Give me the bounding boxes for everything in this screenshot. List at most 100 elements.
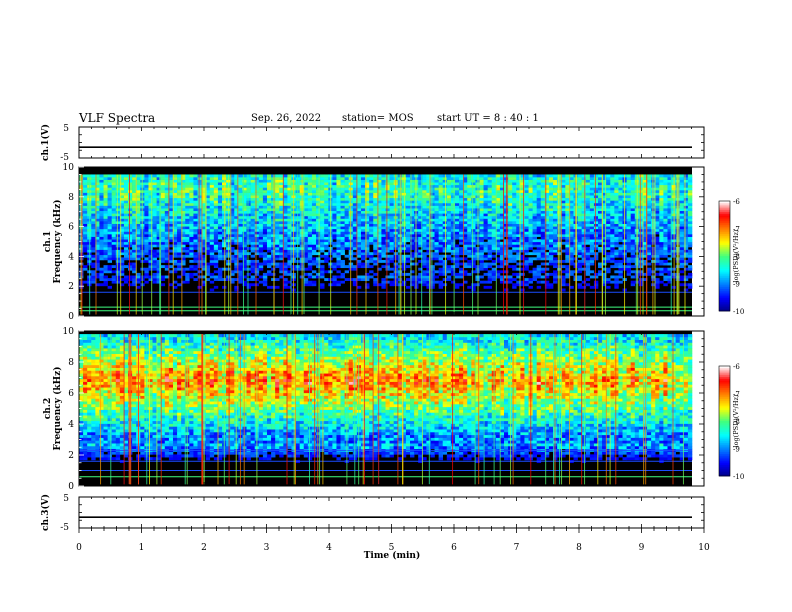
spectrogram-cell	[258, 241, 264, 245]
spectrogram-cell	[316, 265, 321, 269]
spectrogram-cell	[426, 285, 431, 289]
spectrogram-cell	[479, 247, 484, 250]
spectrogram-cell	[520, 223, 525, 227]
spectrogram-cell	[426, 213, 431, 217]
spectrogram-cell	[311, 252, 317, 256]
spectrogram-cell	[369, 208, 374, 212]
spectrogram-cell	[234, 200, 239, 204]
spectrogram-cell	[585, 257, 591, 261]
spectrogram-cell	[234, 241, 239, 245]
spectrogram-cell	[434, 249, 439, 253]
spectrogram-cell	[422, 239, 427, 243]
spectrogram-cell	[426, 236, 431, 240]
spectrogram-cell	[217, 272, 223, 276]
spectrogram-cell	[103, 179, 108, 183]
spectrogram-cell	[107, 241, 112, 245]
spectrogram-cell	[565, 218, 570, 222]
spectrogram-cell	[344, 197, 350, 201]
spectrogram-cell	[491, 215, 497, 219]
spectrogram-cell	[585, 205, 591, 209]
spectrogram-cell	[369, 257, 374, 261]
spectrogram-cell	[340, 205, 345, 209]
spectrogram-cell	[483, 257, 488, 261]
spectrogram-cell	[479, 192, 484, 196]
spectrogram-cell	[156, 177, 162, 180]
spectrogram-cell	[205, 200, 211, 204]
spectrogram-cell	[107, 252, 112, 256]
spectrogram-cell	[401, 200, 407, 204]
spectrogram-cell	[107, 259, 112, 263]
spectrogram-cell	[356, 202, 362, 206]
spectrogram-cell	[610, 200, 615, 204]
spectrogram-cell	[557, 236, 562, 240]
spectrogram-cell	[593, 247, 599, 250]
spectrogram-cell	[234, 267, 239, 271]
spectrogram-cell	[585, 218, 591, 222]
spectrogram-cell	[548, 179, 554, 183]
spectrogram-cell	[548, 272, 554, 276]
spectrogram-cell	[262, 228, 268, 232]
spectrogram-cell	[275, 177, 280, 180]
spectrogram-cell	[532, 213, 538, 217]
spectrogram-cell	[132, 197, 137, 201]
spectrogram-cell	[385, 254, 390, 258]
spectrogram-cell	[520, 182, 525, 186]
spectrogram-cell	[160, 231, 166, 235]
spectrogram-cell	[512, 179, 517, 183]
spectrogram-cell	[389, 182, 394, 186]
spectrogram-cell	[569, 247, 574, 250]
spectrogram-cell	[152, 267, 157, 271]
spectrogram-cell	[401, 192, 407, 196]
spectrogram-cell	[144, 252, 149, 256]
spectrogram-cell	[156, 254, 162, 258]
spectrogram-cell	[528, 202, 533, 206]
spectrogram-cell	[197, 249, 202, 253]
spectrogram-cell	[271, 210, 276, 214]
spectrogram-cell	[242, 252, 247, 256]
spectrogram-cell	[389, 283, 394, 287]
spectrogram-cell	[209, 252, 215, 256]
spectrogram-cell	[168, 187, 174, 191]
spectrogram-cell	[365, 272, 370, 276]
spectrogram-cell	[426, 280, 431, 284]
spectrogram-cell	[123, 278, 129, 281]
spectrogram-cell	[238, 247, 243, 250]
spectrogram-cell	[238, 223, 243, 227]
spectrogram-cell	[548, 254, 554, 258]
spectrogram-cell	[450, 208, 456, 212]
spectrogram-cell	[103, 236, 108, 240]
spectrogram-cell	[454, 257, 460, 261]
spectrogram-cell	[593, 223, 599, 227]
spectrogram-cell	[250, 208, 256, 212]
spectrogram-cell	[442, 236, 448, 240]
spectrogram-cell	[168, 283, 174, 287]
spectrogram-cell	[246, 174, 251, 178]
spectrogram-cell	[520, 241, 525, 245]
spectrogram-cell	[602, 241, 607, 245]
spectrogram-cell	[536, 215, 542, 219]
spectrogram-cell	[181, 210, 186, 214]
spectrogram-cell	[271, 179, 276, 183]
spectrogram-cell	[144, 272, 149, 276]
spectrogram-cell	[463, 239, 468, 243]
spectrogram-cell	[544, 272, 550, 276]
spectrogram-cell	[365, 221, 370, 224]
spectrogram-cell	[553, 210, 558, 214]
spectrogram-cell	[569, 231, 574, 235]
spectrogram-cell	[111, 265, 117, 269]
spectrogram-cell	[520, 205, 525, 209]
spectrogram-cell	[115, 241, 121, 245]
spectrogram-cell	[557, 190, 562, 193]
spectrogram-cell	[467, 179, 472, 183]
spectrogram-cell	[606, 200, 611, 204]
spectrogram-cell	[287, 177, 292, 180]
spectrogram-cell	[209, 208, 215, 212]
spectrogram-cell	[119, 259, 125, 263]
spectrogram-cell	[303, 234, 309, 237]
spectrogram-cell	[234, 288, 239, 292]
spectrogram-cell	[123, 223, 129, 227]
spectrogram-cell	[540, 208, 546, 212]
spectrogram-cell	[410, 283, 415, 287]
spectrogram-cell	[426, 239, 431, 243]
spectrogram-cell	[95, 205, 100, 209]
